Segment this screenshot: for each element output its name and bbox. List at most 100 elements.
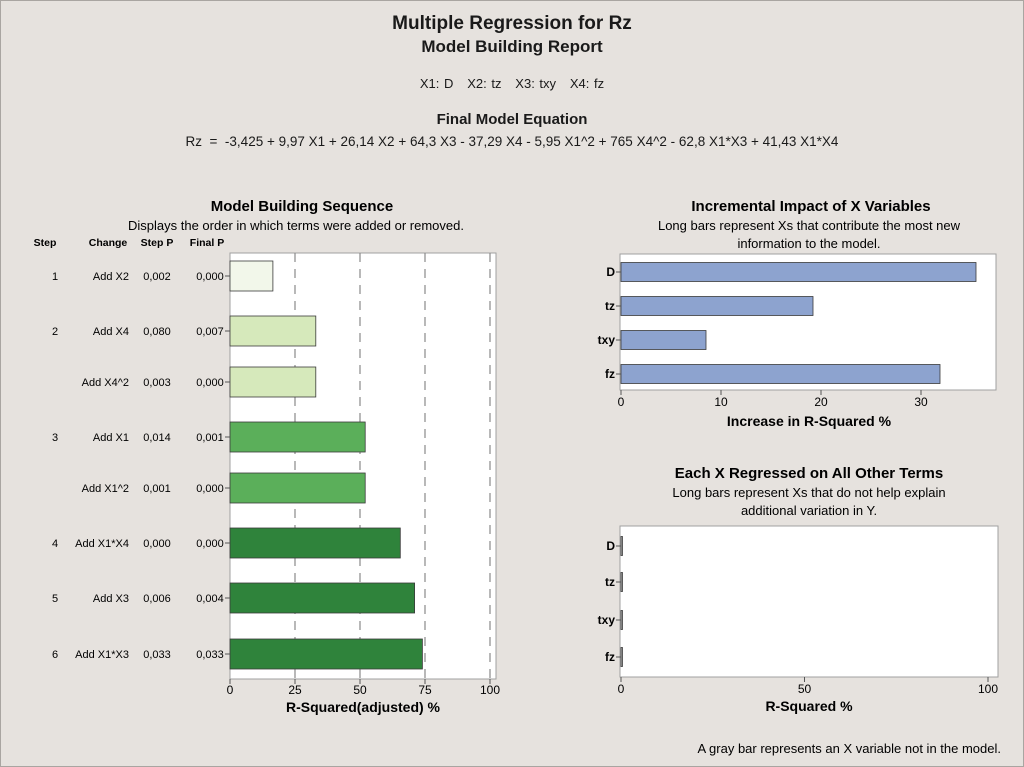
sequence-final-p-label: 0,000 [196,377,224,389]
impact-title: Incremental Impact of X Variables [691,198,930,215]
sequence-step-label: 2 [52,326,58,338]
model-equation-text: Rz = -3,425 + 9,97 X1 + 26,14 X2 + 64,3 … [185,134,839,149]
sequence-step-p-label: 0,014 [143,432,171,444]
impact-x-label: Increase in R-Squared % [727,413,892,429]
impact-x-axis: 0 10 20 30 [618,390,928,409]
sequence-subtitle: Displays the order in which terms were a… [128,218,464,233]
sequence-step-label: 5 [52,593,58,605]
incremental-impact-chart: Incremental Impact of X Variables Long b… [598,198,997,429]
impact-category-label: tz [605,299,615,313]
impact-bar [620,262,977,282]
regressed-plot-area [619,525,999,678]
impact-bar [620,364,941,384]
regressed-title: Each X Regressed on All Other Terms [675,465,943,482]
variables-legend-text: X1: D X2: tz X3: txy X4: fz [419,76,605,91]
regressed-bar [620,536,623,556]
report-subtitle: Model Building Report [421,37,603,56]
impact-category-label: txy [598,333,616,347]
regressed-category-label: D [606,539,615,553]
regressed-y-axis: Dtz txy fz [598,539,621,664]
header-change: Change [89,237,128,249]
regressed-x-axis: 0 50 100 [618,677,998,696]
regressed-category-label: txy [598,613,616,627]
sequence-bar [229,638,423,670]
footnote: A gray bar represents an X variable not … [697,741,1001,756]
sequence-step-p-label: 0,001 [143,483,171,495]
sequence-table: 1 Add X2 0,002 0,000 2 Add X4 0,080 0,007 Add X4… [52,271,230,661]
sequence-change-label: Add X2 [93,271,129,283]
sequence-x-tick-label: 75 [418,683,432,697]
sequence-change-label: Add X3 [93,593,129,605]
sequence-change-label: Add X4^2 [82,377,129,389]
sequence-change-label: Add X1*X3 [75,649,129,661]
sequence-step-p-label: 0,000 [143,538,171,550]
regressed-bar [620,647,623,667]
sequence-title: Model Building Sequence [211,198,394,215]
regressed-category-label: tz [605,575,615,589]
sequence-final-p-label: 0,033 [196,649,224,661]
sequence-x-tick-label: 100 [480,683,500,697]
header-final-p: Final P [190,237,224,249]
header-step-p: Step P [141,237,174,249]
sequence-x-axis: 0 25 50 75 100 [227,679,500,697]
sequence-change-label: Add X1 [93,432,129,444]
sequence-x-label: R-Squared(adjusted) % [286,699,441,715]
impact-subtitle-line-1: Long bars represent Xs that contribute t… [658,218,961,233]
impact-y-axis: Dtz txy fz [598,265,621,381]
sequence-step-p-label: 0,003 [143,377,171,389]
regressed-x-tick-label: 50 [798,682,812,696]
sequence-final-p-label: 0,001 [196,432,224,444]
variables-legend: X1: D X2: tz X3: txy X4: fz [1,76,1023,91]
header-step: Step [34,237,57,249]
regressed-subtitle-line-2: additional variation in Y. [741,503,877,518]
report-title: Multiple Regression for Rz [392,13,632,34]
regressed-x-tick-label: 100 [978,682,998,696]
sequence-change-label: Add X1*X4 [75,538,129,550]
sequence-step-label: 4 [52,538,58,550]
sequence-bars [229,260,423,670]
regressed-subtitle-line-1: Long bars represent Xs that do not help … [672,485,945,500]
model-building-sequence-chart: Model Building Sequence Displays the ord… [34,198,501,715]
impact-subtitle-line-2: information to the model. [737,236,880,251]
sequence-x-tick-label: 50 [353,683,367,697]
sequence-change-label: Add X4 [93,326,129,338]
regressed-x-tick-label: 0 [618,682,625,696]
sequence-step-p-label: 0,033 [143,649,171,661]
sequence-bar [229,527,401,559]
each-x-regressed-chart: Each X Regressed on All Other Terms Long… [598,465,999,714]
sequence-step-label: 6 [52,649,58,661]
sequence-bar [229,582,416,614]
sequence-bar [229,260,274,292]
sequence-step-p-label: 0,080 [143,326,171,338]
sequence-x-tick-label: 25 [288,683,302,697]
equation-title: Final Model Equation [436,111,588,128]
sequence-bar [229,366,317,398]
sequence-final-p-label: 0,007 [196,326,224,338]
sequence-x-tick-label: 0 [227,683,234,697]
impact-x-tick-label: 0 [618,395,625,409]
sequence-final-p-label: 0,000 [196,271,224,283]
sequence-step-p-label: 0,006 [143,593,171,605]
sequence-step-label: 1 [52,271,58,283]
sequence-final-p-label: 0,000 [196,538,224,550]
impact-category-label: fz [605,367,615,381]
sequence-final-p-label: 0,000 [196,483,224,495]
sequence-bar [229,472,366,504]
impact-category-label: D [606,265,615,279]
impact-bar [620,296,814,316]
sequence-step-p-label: 0,002 [143,271,171,283]
impact-x-tick-label: 10 [714,395,728,409]
sequence-final-p-label: 0,004 [196,593,224,605]
sequence-change-label: Add X1^2 [82,483,129,495]
sequence-bar [229,315,317,347]
impact-x-tick-label: 30 [914,395,928,409]
regressed-x-label: R-Squared % [765,698,853,714]
regressed-bar [620,572,623,592]
impact-bar [620,330,707,350]
model-equation: Rz = -3,425 + 9,97 X1 + 26,14 X2 + 64,3 … [1,134,1023,149]
regressed-category-label: fz [605,650,615,664]
sequence-step-label: 3 [52,432,58,444]
impact-bars [620,262,977,384]
